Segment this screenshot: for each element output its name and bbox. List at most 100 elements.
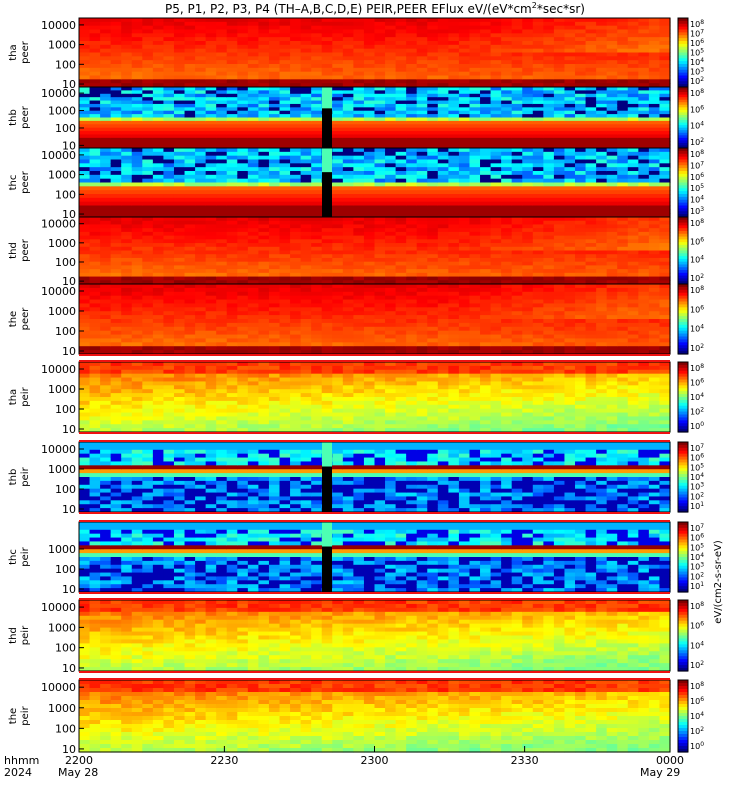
heatmap-cell [152, 83, 165, 88]
heatmap-cell [184, 276, 196, 281]
heatmap-cell [564, 280, 576, 285]
heatmap-cell [501, 141, 513, 146]
heatmap-cell [195, 90, 207, 95]
heatmap-cell [553, 60, 566, 65]
heatmap-cell [89, 151, 101, 157]
heatmap-cell [152, 141, 165, 146]
heatmap-cell [532, 254, 544, 259]
heatmap-cell [480, 48, 492, 54]
heatmap-cell [290, 87, 302, 91]
heatmap-cell [437, 97, 449, 102]
heatmap-cell [406, 37, 418, 42]
heatmap-cell [311, 194, 323, 199]
heatmap-cell [374, 75, 386, 80]
heatmap-cell [627, 107, 639, 112]
heatmap-cell [121, 280, 133, 285]
heatmap-cell [553, 239, 566, 244]
heatmap-cell [237, 79, 249, 84]
heatmap-cell [300, 174, 312, 180]
heatmap-cell [110, 303, 122, 308]
heatmap-cell [300, 151, 312, 157]
heatmap-cell [195, 205, 207, 210]
heatmap-cell [363, 127, 376, 132]
heatmap-cell [290, 83, 302, 88]
heatmap-cell [163, 52, 175, 57]
heatmap-cell [89, 201, 101, 207]
heatmap-cell [353, 167, 365, 172]
heatmap-cell [427, 295, 439, 301]
heatmap-cell [648, 120, 661, 125]
heatmap-cell [490, 315, 502, 320]
heatmap-cell [606, 148, 618, 153]
heatmap-cell [100, 137, 112, 142]
heatmap-cell [585, 190, 597, 195]
heatmap-cell [469, 114, 481, 119]
heatmap-cell [195, 93, 207, 98]
heatmap-cell [100, 205, 112, 210]
heatmap-cell [237, 299, 249, 305]
heatmap-cell [226, 231, 238, 237]
heatmap-cell [300, 120, 312, 125]
heatmap-cell [142, 52, 154, 57]
heatmap-cell [458, 97, 471, 102]
heatmap-cell [564, 60, 576, 65]
heatmap-cell [342, 151, 354, 157]
heatmap-cell [195, 29, 207, 34]
heatmap-cell [237, 319, 249, 324]
heatmap-cell [395, 257, 407, 263]
heatmap-cell [374, 303, 386, 308]
heatmap-cell [152, 295, 165, 301]
heatmap-cell [131, 326, 143, 332]
heatmap-cell [448, 37, 460, 42]
heatmap-cell [311, 48, 323, 54]
heatmap-cell [448, 18, 460, 23]
heatmap-cell [585, 239, 597, 244]
heatmap-cell [363, 303, 376, 308]
heatmap-cell [247, 148, 260, 153]
heatmap-cell [258, 71, 270, 77]
heatmap-cell [385, 75, 397, 80]
heatmap-cell [290, 21, 302, 27]
heatmap-cell [268, 71, 281, 77]
heatmap-cell [617, 239, 629, 244]
heatmap-cell [385, 311, 397, 316]
heatmap-cell [89, 213, 101, 218]
heatmap-cell [437, 303, 449, 308]
heatmap-cell [575, 190, 587, 195]
heatmap-cell [659, 228, 671, 233]
heatmap-cell [89, 243, 101, 248]
heatmap-cell [575, 75, 587, 80]
heatmap-cell [448, 197, 460, 203]
heatmap-cell [363, 41, 376, 46]
heatmap-cell [205, 48, 217, 54]
heatmap-cell [268, 120, 281, 125]
heatmap-cell [226, 100, 238, 105]
heatmap-cell [311, 246, 323, 252]
heatmap-cell [237, 93, 249, 98]
heatmap-cell [596, 224, 608, 229]
heatmap-cell [638, 174, 650, 180]
heatmap-cell [437, 190, 449, 195]
heatmap-cell [575, 250, 587, 255]
heatmap-cell [617, 250, 629, 255]
heatmap-cell [385, 148, 397, 153]
heatmap-cell [258, 21, 270, 27]
heatmap-cell [142, 280, 154, 285]
heatmap-cell [163, 167, 175, 172]
heatmap-cell [121, 265, 133, 270]
heatmap-cell [100, 93, 112, 98]
colorbar-tick-label: 108 [690, 149, 704, 159]
heatmap-cell [532, 137, 544, 142]
heatmap-cell [216, 257, 228, 263]
heatmap-cell [617, 213, 629, 218]
heatmap-cell [437, 174, 449, 180]
colorbar-step [678, 258, 688, 263]
heatmap-cell [121, 163, 133, 168]
heatmap-cell [321, 52, 333, 57]
heatmap-cell [247, 287, 260, 293]
heatmap-cell [490, 284, 502, 289]
heatmap-cell [363, 52, 376, 57]
heatmap-cell [216, 25, 228, 31]
heatmap-cell [121, 41, 133, 46]
heatmap-cell [100, 330, 112, 336]
